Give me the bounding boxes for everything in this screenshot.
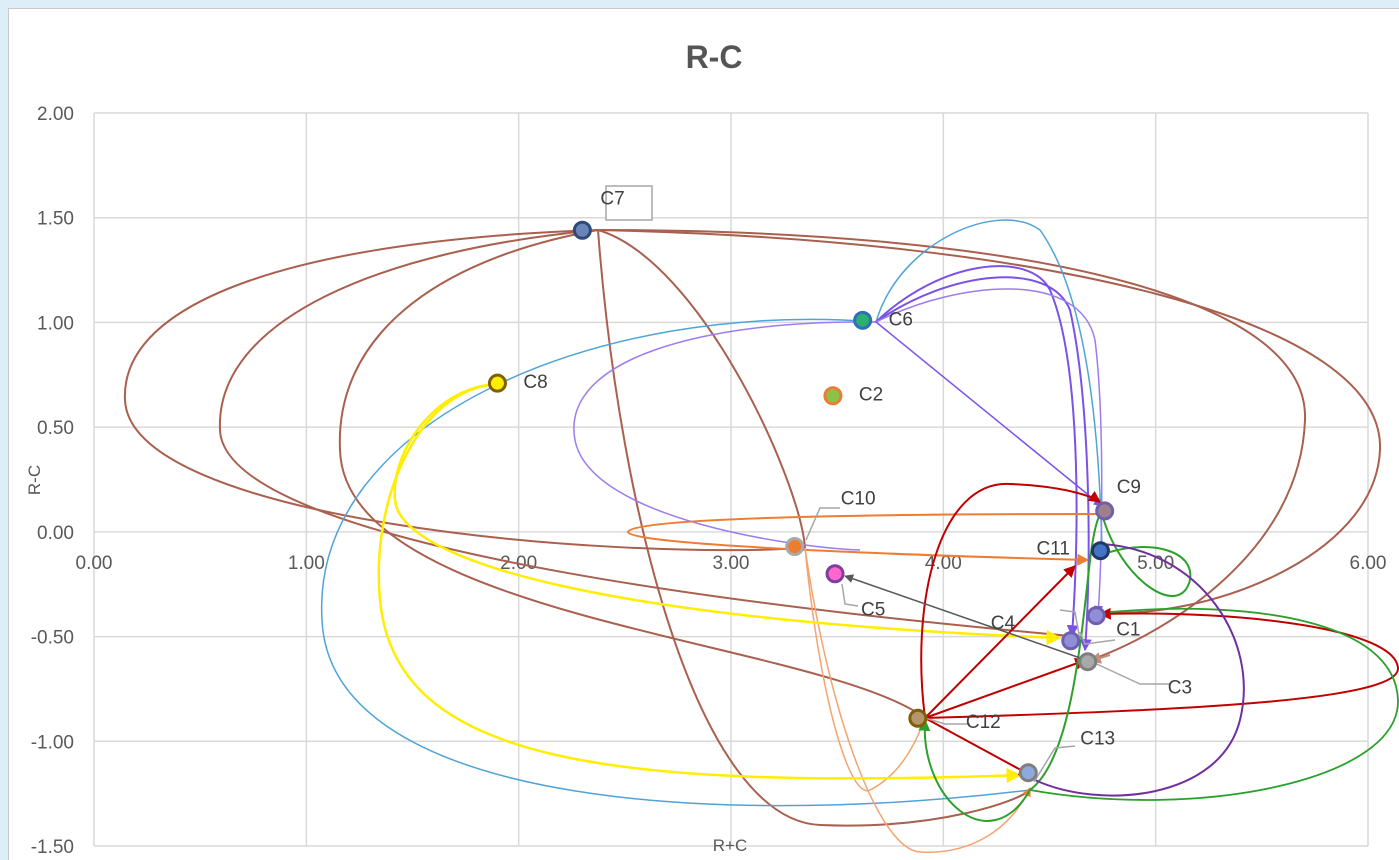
point-labels: C1 C2 C3 C4 C5 C6 C7 C8 C9 C10 C11 C12 C13 — [523, 188, 1192, 749]
y-tick-label: -1.00 — [31, 732, 74, 753]
curve-c10-down-1 — [804, 547, 926, 792]
curve-c6-c9 — [875, 321, 1103, 507]
y-tick-label: 0.00 — [37, 523, 74, 544]
label-c11: C11 — [1036, 539, 1069, 560]
c7-callout-box — [605, 185, 653, 221]
y-tick-label: -1.50 — [31, 837, 74, 858]
curve-green-loop-3 — [1029, 607, 1399, 801]
point-c4 — [1061, 631, 1081, 651]
chart-title: R-C — [686, 39, 743, 75]
point-c3 — [1078, 652, 1098, 672]
curve-green-loop-1 — [1029, 514, 1101, 791]
point-c8 — [487, 373, 507, 393]
y-axis-ticks: 2.00 1.50 1.00 0.50 0.00 -0.50 -1.00 -1.50 — [31, 104, 74, 858]
x-tick-label: 6.00 — [1350, 553, 1387, 574]
curve-c12-c13 — [924, 717, 1032, 776]
point-c11 — [1090, 541, 1110, 561]
curve-c3-c5 — [844, 574, 1087, 661]
label-leaders — [805, 507, 1170, 783]
point-c5 — [825, 564, 845, 584]
curve-c6-blue-up — [875, 219, 1103, 553]
point-c1 — [1086, 606, 1106, 626]
gridlines — [93, 112, 1369, 847]
y-tick-label: 0.50 — [37, 418, 74, 439]
curve-c7-right-2 — [597, 229, 1382, 614]
label-c1: C1 — [1116, 620, 1140, 641]
label-c9: C9 — [1117, 477, 1141, 498]
curve-c7-right-1 — [597, 229, 1307, 661]
curve-c12-c9 — [920, 482, 1101, 719]
x-tick-label: 0.00 — [76, 553, 113, 574]
curve-c6-purple-3 — [875, 288, 1104, 615]
curve-c7-down — [597, 229, 1031, 827]
curve-c8-to-c13 — [377, 382, 1022, 783]
label-c5: C5 — [861, 600, 885, 621]
label-c2: C2 — [859, 385, 883, 406]
label-c12: C12 — [966, 712, 1001, 733]
curve-c12-c1 — [924, 607, 1399, 719]
relationship-curves — [123, 219, 1399, 853]
curve-purple-c11-c13 — [1034, 543, 1245, 797]
x-axis-title: R+C — [713, 836, 747, 855]
curve-c6-blue-loop — [321, 318, 1031, 807]
point-c9 — [1095, 501, 1115, 521]
point-c13 — [1018, 763, 1038, 783]
y-axis-title: R-C — [25, 465, 44, 495]
x-tick-label: 1.00 — [288, 553, 325, 574]
label-c6: C6 — [889, 309, 913, 330]
y-tick-label: 1.00 — [37, 313, 74, 334]
point-c12 — [908, 708, 928, 728]
curve-c7-loop-mid — [218, 229, 1071, 637]
x-tick-label: 5.00 — [1137, 553, 1174, 574]
label-c13: C13 — [1080, 729, 1115, 750]
curve-c10-down-2 — [804, 547, 1031, 853]
label-c4: C4 — [991, 613, 1016, 634]
x-tick-label: 3.00 — [713, 553, 750, 574]
curve-c10-loop — [626, 513, 1099, 566]
curve-c7-loop-outer — [123, 229, 806, 552]
curve-c6-purple-2 — [875, 276, 1092, 652]
curve-c6-purple-loop — [573, 321, 877, 551]
point-c7 — [572, 220, 592, 240]
data-points — [487, 220, 1115, 783]
y-tick-label: -0.50 — [31, 628, 74, 649]
chart-area — [8, 8, 1399, 860]
curve-green-loop-2 — [1101, 513, 1192, 597]
label-c7: C7 — [600, 188, 624, 209]
point-c6 — [853, 310, 873, 330]
point-c10 — [785, 537, 805, 557]
curve-c12-c3 — [924, 658, 1088, 719]
label-c3: C3 — [1168, 678, 1192, 699]
label-c8: C8 — [523, 372, 547, 393]
curve-c7-c10 — [597, 229, 806, 549]
y-tick-label: 2.00 — [37, 104, 74, 125]
curve-c7-loop-inner — [338, 229, 926, 719]
curve-c8-to-c4 — [393, 382, 1062, 645]
curve-c12-c11 — [924, 565, 1076, 719]
point-c2 — [823, 386, 843, 406]
label-c10: C10 — [841, 489, 876, 510]
curve-c13-c12 — [918, 718, 1031, 822]
curve-c6-purple-1 — [875, 265, 1079, 638]
y-tick-label: 1.50 — [37, 209, 74, 230]
